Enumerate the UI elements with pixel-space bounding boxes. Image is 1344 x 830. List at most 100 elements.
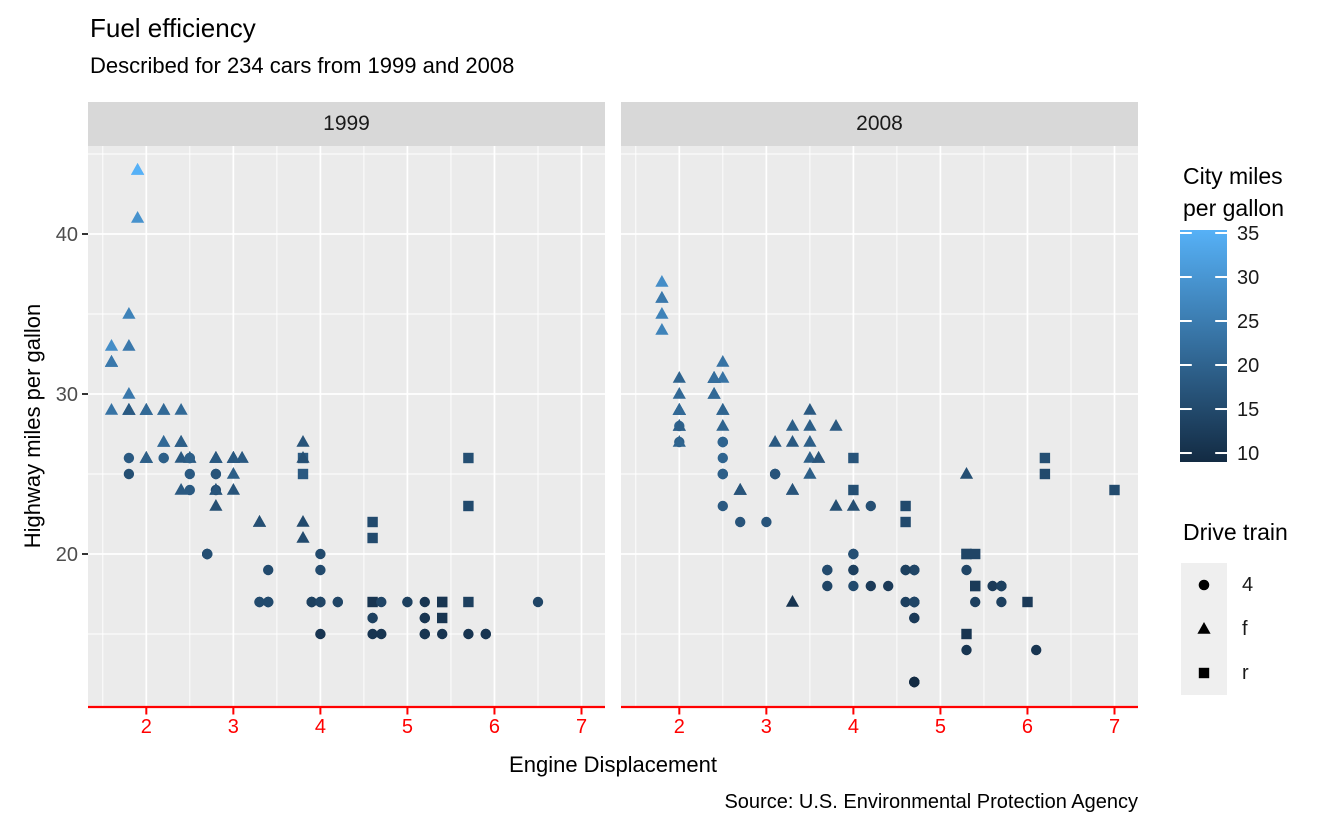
point bbox=[961, 548, 972, 560]
point bbox=[122, 403, 136, 415]
point bbox=[263, 596, 274, 608]
point bbox=[909, 596, 920, 608]
point bbox=[822, 564, 833, 576]
point bbox=[672, 403, 686, 415]
point bbox=[419, 612, 430, 624]
point bbox=[226, 451, 240, 463]
point bbox=[717, 468, 728, 480]
point bbox=[672, 371, 686, 383]
point bbox=[735, 516, 746, 528]
point bbox=[296, 435, 310, 447]
point bbox=[210, 468, 222, 480]
colorbar-label: 30 bbox=[1237, 267, 1259, 289]
point bbox=[209, 483, 223, 495]
point bbox=[829, 499, 843, 511]
colorbar-label: 10 bbox=[1237, 443, 1259, 465]
point bbox=[672, 419, 686, 431]
point bbox=[822, 564, 833, 576]
point bbox=[1039, 452, 1051, 464]
point bbox=[174, 435, 188, 447]
point bbox=[848, 548, 859, 560]
point bbox=[297, 452, 309, 464]
point bbox=[848, 548, 859, 560]
point bbox=[139, 403, 153, 415]
point bbox=[367, 612, 378, 624]
point bbox=[235, 451, 249, 463]
point bbox=[402, 596, 413, 608]
points-layer-2008 bbox=[655, 275, 1120, 688]
point bbox=[900, 516, 911, 528]
point bbox=[296, 515, 310, 527]
point bbox=[306, 596, 317, 608]
point bbox=[226, 451, 240, 463]
point bbox=[532, 596, 544, 608]
point bbox=[254, 596, 265, 608]
point bbox=[961, 644, 972, 656]
point bbox=[122, 403, 136, 415]
point bbox=[803, 403, 817, 415]
point bbox=[332, 596, 343, 608]
point bbox=[785, 595, 800, 607]
point bbox=[437, 628, 448, 640]
point bbox=[909, 676, 920, 688]
x-tick-label: 5 bbox=[935, 716, 946, 738]
point bbox=[674, 420, 685, 432]
point bbox=[717, 436, 728, 448]
point bbox=[848, 548, 859, 560]
legend-key-square bbox=[1181, 651, 1227, 695]
point bbox=[202, 548, 213, 560]
point bbox=[909, 612, 920, 624]
points-layer-1999 bbox=[104, 163, 544, 640]
point bbox=[263, 596, 274, 608]
point bbox=[761, 516, 772, 528]
point bbox=[812, 451, 826, 463]
point bbox=[157, 435, 171, 447]
point bbox=[131, 211, 145, 223]
point bbox=[158, 452, 169, 464]
point bbox=[463, 500, 474, 512]
point bbox=[707, 387, 721, 399]
point bbox=[174, 403, 188, 415]
point bbox=[210, 484, 222, 496]
point bbox=[707, 371, 721, 383]
point bbox=[122, 387, 136, 399]
point bbox=[297, 468, 309, 480]
point bbox=[733, 483, 747, 495]
point bbox=[157, 403, 171, 415]
point bbox=[655, 323, 669, 335]
point bbox=[909, 564, 920, 576]
x-tick-label: 5 bbox=[402, 716, 413, 738]
point bbox=[803, 435, 817, 447]
point bbox=[139, 451, 153, 463]
point bbox=[672, 403, 686, 415]
point bbox=[263, 596, 274, 608]
point bbox=[848, 564, 859, 576]
point bbox=[909, 564, 920, 576]
point bbox=[174, 451, 188, 463]
point bbox=[900, 500, 911, 512]
x-tick-label: 6 bbox=[1022, 716, 1033, 738]
point bbox=[139, 403, 153, 415]
point bbox=[104, 355, 119, 367]
point bbox=[846, 499, 860, 511]
point bbox=[909, 596, 920, 608]
point bbox=[209, 451, 223, 463]
x-tick-label: 6 bbox=[489, 716, 500, 738]
caption: Source: U.S. Environmental Protection Ag… bbox=[724, 791, 1138, 813]
point bbox=[909, 676, 920, 688]
point bbox=[716, 355, 730, 367]
point bbox=[296, 451, 310, 463]
point bbox=[332, 596, 343, 608]
point bbox=[158, 452, 169, 464]
point bbox=[210, 468, 222, 480]
point bbox=[769, 468, 781, 480]
y-tick-label: 30 bbox=[56, 384, 78, 406]
point bbox=[655, 275, 669, 287]
color-legend-title-line1: City miles bbox=[1183, 163, 1283, 189]
point bbox=[717, 436, 728, 448]
point bbox=[122, 307, 136, 319]
point bbox=[785, 483, 800, 495]
point bbox=[674, 436, 685, 448]
point bbox=[226, 483, 240, 495]
point bbox=[961, 548, 972, 560]
